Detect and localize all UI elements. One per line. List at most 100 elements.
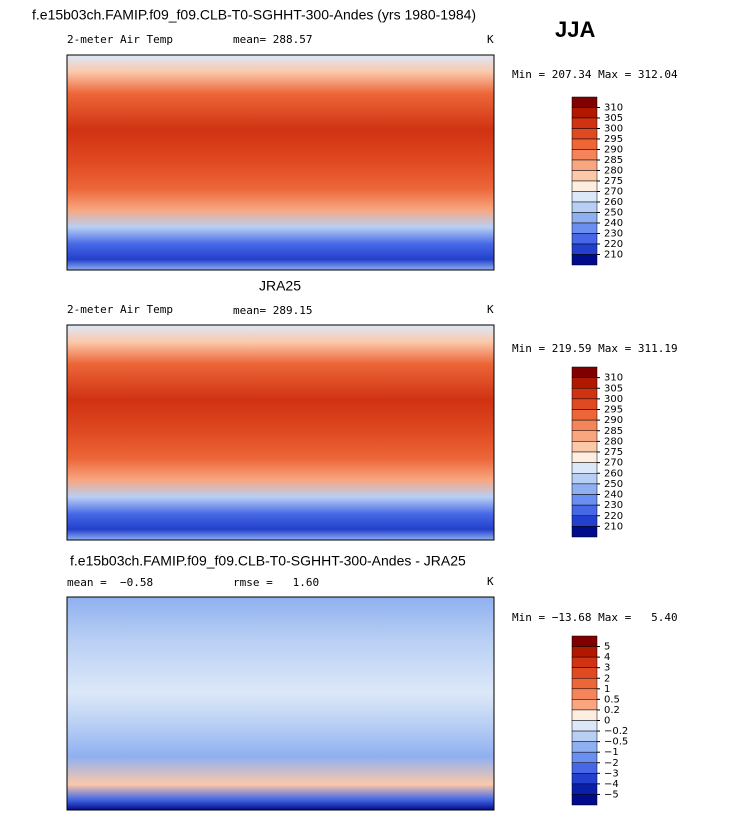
colorbar-box [571, 451, 598, 463]
colorbar-label: 1 [604, 684, 610, 695]
colorbar-box [571, 667, 598, 679]
colorbar-box [571, 688, 598, 700]
colorbar-box [571, 419, 598, 431]
colorbar-box [571, 388, 598, 400]
colorbar-box [571, 107, 598, 119]
colorbar-box [571, 409, 598, 421]
panel-title: f.e15b03ch.FAMIP.f09_f09.CLB-T0-SGHHT-30… [70, 553, 466, 569]
map [66, 324, 495, 541]
colorbar-box [571, 635, 598, 647]
colorbar-label: 275 [604, 447, 623, 458]
colorbar-box [571, 709, 598, 721]
colorbar-box [571, 783, 598, 795]
map [66, 54, 495, 271]
colorbar-box [571, 96, 598, 108]
colorbar-box [571, 773, 598, 785]
range: Min = 207.34 Max = 312.04 [512, 68, 678, 81]
colorbar-box [571, 430, 598, 442]
colorbar-label: 230 [604, 229, 623, 240]
colorbar-label: 295 [604, 405, 623, 416]
colorbar-label: 270 [604, 458, 623, 469]
colorbar-label: −3 [604, 768, 619, 779]
colorbar-box [571, 180, 598, 192]
colorbar-label: 290 [604, 145, 623, 156]
colorbar-label: −0.5 [604, 737, 628, 748]
mean: mean= 288.57 [233, 33, 312, 46]
colorbar-label: 305 [604, 113, 623, 124]
colorbar-box [571, 212, 598, 224]
colorbar-box [571, 741, 598, 753]
colorbar-label: 220 [604, 511, 623, 522]
variable: 2-meter Air Temp [67, 33, 173, 46]
colorbar-label: 210 [604, 250, 623, 261]
colorbar-label: −1 [604, 747, 619, 758]
colorbar-label: 310 [604, 373, 623, 384]
colorbar-box [571, 720, 598, 732]
colorbar-box [571, 504, 598, 516]
range: Min = 219.59 Max = 311.19 [512, 342, 678, 355]
colorbar-label: 0 [604, 716, 610, 727]
colorbar-label: 275 [604, 176, 623, 187]
colorbar-box [571, 515, 598, 527]
colorbar-label: 280 [604, 436, 623, 447]
colorbar-label: −2 [604, 758, 619, 769]
colorbar-label: 0.2 [604, 705, 620, 716]
colorbar-box [571, 794, 598, 806]
colorbar-label: 3 [604, 663, 610, 674]
colorbar-label: 285 [604, 155, 623, 166]
colorbar-box [571, 243, 598, 255]
figure-title: f.e15b03ch.FAMIP.f09_f09.CLB-T0-SGHHT-30… [32, 7, 476, 23]
mean: mean = −0.58 [67, 576, 153, 589]
colorbar-box [571, 233, 598, 245]
colorbar-box [571, 366, 598, 378]
colorbar-label: 2 [604, 673, 610, 684]
colorbar-box [571, 441, 598, 453]
colorbar-label: −0.2 [604, 726, 628, 737]
colorbar-label: 280 [604, 166, 623, 177]
rmse: rmse = 1.60 [233, 576, 319, 589]
colorbar-label: 250 [604, 208, 623, 219]
colorbar-label: 0.5 [604, 694, 620, 705]
colorbar-label: 270 [604, 187, 623, 198]
colorbar-label: 260 [604, 468, 623, 479]
colorbar-box [571, 398, 598, 410]
panel-title: JRA25 [259, 278, 301, 294]
colorbar-box [571, 117, 598, 129]
colorbar-label: 240 [604, 218, 623, 229]
colorbar-box [571, 462, 598, 474]
units: K [487, 33, 494, 46]
colorbar-box [571, 751, 598, 763]
colorbar-box [571, 699, 598, 711]
colorbar-box [571, 483, 598, 495]
units: K [487, 575, 494, 588]
colorbar-label: −4 [604, 779, 619, 790]
colorbar-label: 300 [604, 124, 623, 135]
colorbar-box [571, 170, 598, 182]
colorbar-box [571, 149, 598, 161]
colorbar-label: 290 [604, 415, 623, 426]
colorbar-box [571, 222, 598, 234]
colorbar-label: 5 [604, 642, 610, 653]
colorbar-label: 210 [604, 521, 623, 532]
colorbar-box [571, 646, 598, 658]
colorbar-box [571, 254, 598, 266]
mean: mean= 289.15 [233, 304, 312, 317]
colorbar-box [571, 201, 598, 213]
colorbar-box [571, 762, 598, 774]
colorbar-box [571, 526, 598, 538]
colorbar-box [571, 128, 598, 140]
colorbar-box [571, 473, 598, 485]
colorbar-label: 295 [604, 134, 623, 145]
colorbar-box [571, 191, 598, 203]
map [66, 596, 495, 811]
colorbar-label: 230 [604, 500, 623, 511]
season: JJA [555, 17, 595, 42]
variable: 2-meter Air Temp [67, 303, 173, 316]
colorbar-box [571, 494, 598, 506]
colorbar-box [571, 138, 598, 150]
range: Min = −13.68 Max = 5.40 [512, 611, 678, 624]
colorbar-label: 220 [604, 239, 623, 250]
colorbar-label: 250 [604, 479, 623, 490]
colorbar-label: 310 [604, 103, 623, 114]
